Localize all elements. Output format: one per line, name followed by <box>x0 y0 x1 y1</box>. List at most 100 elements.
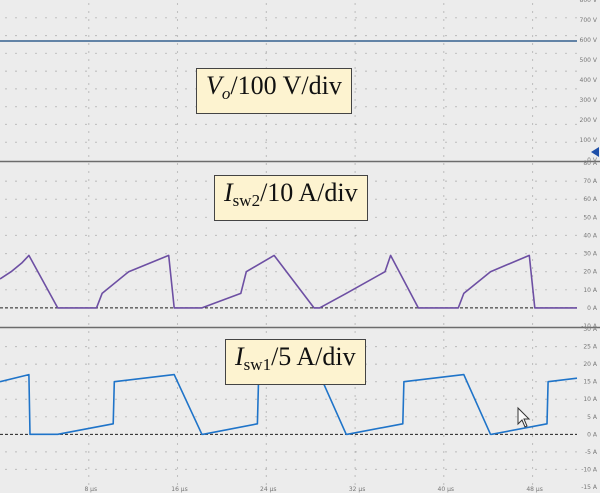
grid-dot <box>105 234 107 236</box>
grid-dot <box>535 271 537 273</box>
grid-dot <box>235 416 237 418</box>
grid-dot <box>185 17 187 19</box>
grid-dot <box>275 398 277 400</box>
grid-dot <box>532 299 534 301</box>
grid-dot <box>395 106 397 108</box>
grid-dot <box>85 106 87 108</box>
time-tick-label: 48 µs <box>526 486 543 493</box>
grid-dot <box>515 216 517 218</box>
grid-dot <box>35 52 37 54</box>
grid-dot <box>443 11 445 13</box>
grid-dot <box>443 235 445 237</box>
grid-dot <box>555 35 557 37</box>
grid-dot <box>215 271 217 273</box>
grid-dot <box>55 141 57 143</box>
grid-dot <box>385 216 387 218</box>
grid-dot <box>355 416 357 418</box>
grid-dot <box>215 123 217 125</box>
grid-dot <box>443 371 445 373</box>
y-tick-label: 800 V <box>580 0 598 4</box>
grid-dot <box>176 11 179 13</box>
grid-dot <box>532 171 534 173</box>
grid-dot <box>485 123 487 125</box>
grid-dot <box>443 107 445 109</box>
grid-dot <box>425 198 427 200</box>
grid-dot <box>35 253 37 255</box>
grid-dot <box>532 371 534 373</box>
grid-dot <box>475 106 477 108</box>
grid-dot <box>155 216 157 218</box>
grid-dot <box>535 363 537 365</box>
grid-dot <box>65 88 67 90</box>
grid-dot <box>88 435 90 437</box>
grid-dot <box>135 52 137 54</box>
grid-dot <box>532 251 534 253</box>
grid-dot <box>88 147 90 149</box>
grid-dot <box>515 35 517 37</box>
grid-dot <box>265 427 267 429</box>
grid-dot <box>425 180 427 182</box>
grid-dot <box>195 398 197 400</box>
grid-dot <box>455 451 457 453</box>
grid-dot <box>285 17 287 19</box>
grid-dot <box>365 17 367 19</box>
grid-dot <box>75 106 77 108</box>
grid-dot <box>265 271 267 273</box>
grid-dot <box>125 416 127 418</box>
grid-dot <box>215 451 217 453</box>
grid-dot <box>115 363 117 365</box>
grid-dot <box>145 416 147 418</box>
grid-dot <box>176 267 179 269</box>
grid-dot <box>575 289 577 291</box>
grid-dot <box>95 198 97 200</box>
grid-dot <box>25 216 27 218</box>
grid-dot <box>5 381 7 383</box>
grid-dot <box>475 198 477 200</box>
vo-subscript: o <box>221 84 231 103</box>
grid-dot <box>443 139 445 141</box>
grid-dot <box>465 363 467 365</box>
grid-dot <box>335 271 337 273</box>
grid-dot <box>355 141 357 143</box>
grid-dot <box>532 467 534 469</box>
grid-dot <box>185 106 187 108</box>
grid-dot <box>525 363 527 365</box>
level-marker-icon[interactable] <box>591 147 599 157</box>
grid-dot <box>365 398 367 400</box>
grid-dot <box>435 234 437 236</box>
grid-dot <box>135 17 137 19</box>
grid-dot <box>125 180 127 182</box>
grid-dot <box>65 398 67 400</box>
grid-dot <box>265 51 267 53</box>
grid-dot <box>285 468 287 470</box>
grid-dot <box>65 253 67 255</box>
grid-dot <box>88 299 90 301</box>
grid-dot <box>176 251 179 253</box>
grid-dot <box>176 235 179 237</box>
grid-dot <box>175 198 177 200</box>
grid-dot <box>75 363 77 365</box>
grid-dot <box>25 398 27 400</box>
grid-dot <box>35 198 37 200</box>
grid-dot <box>88 123 90 125</box>
grid-dot <box>125 363 127 365</box>
grid-dot <box>145 141 147 143</box>
grid-dot <box>105 398 107 400</box>
grid-dot <box>176 155 179 157</box>
grid-dot <box>205 468 207 470</box>
grid-dot <box>95 416 97 418</box>
grid-dot <box>165 363 167 365</box>
grid-dot <box>435 35 437 37</box>
grid-dot <box>65 17 67 19</box>
grid-dot <box>265 123 267 125</box>
grid-dot <box>176 203 179 205</box>
grid-dot <box>185 180 187 182</box>
grid-dot <box>535 198 537 200</box>
grid-dot <box>475 180 477 182</box>
grid-dot <box>455 398 457 400</box>
grid-dot <box>515 52 517 54</box>
grid-dot <box>295 468 297 470</box>
grid-dot <box>435 381 437 383</box>
grid-dot <box>175 253 177 255</box>
grid-dot <box>443 211 445 213</box>
